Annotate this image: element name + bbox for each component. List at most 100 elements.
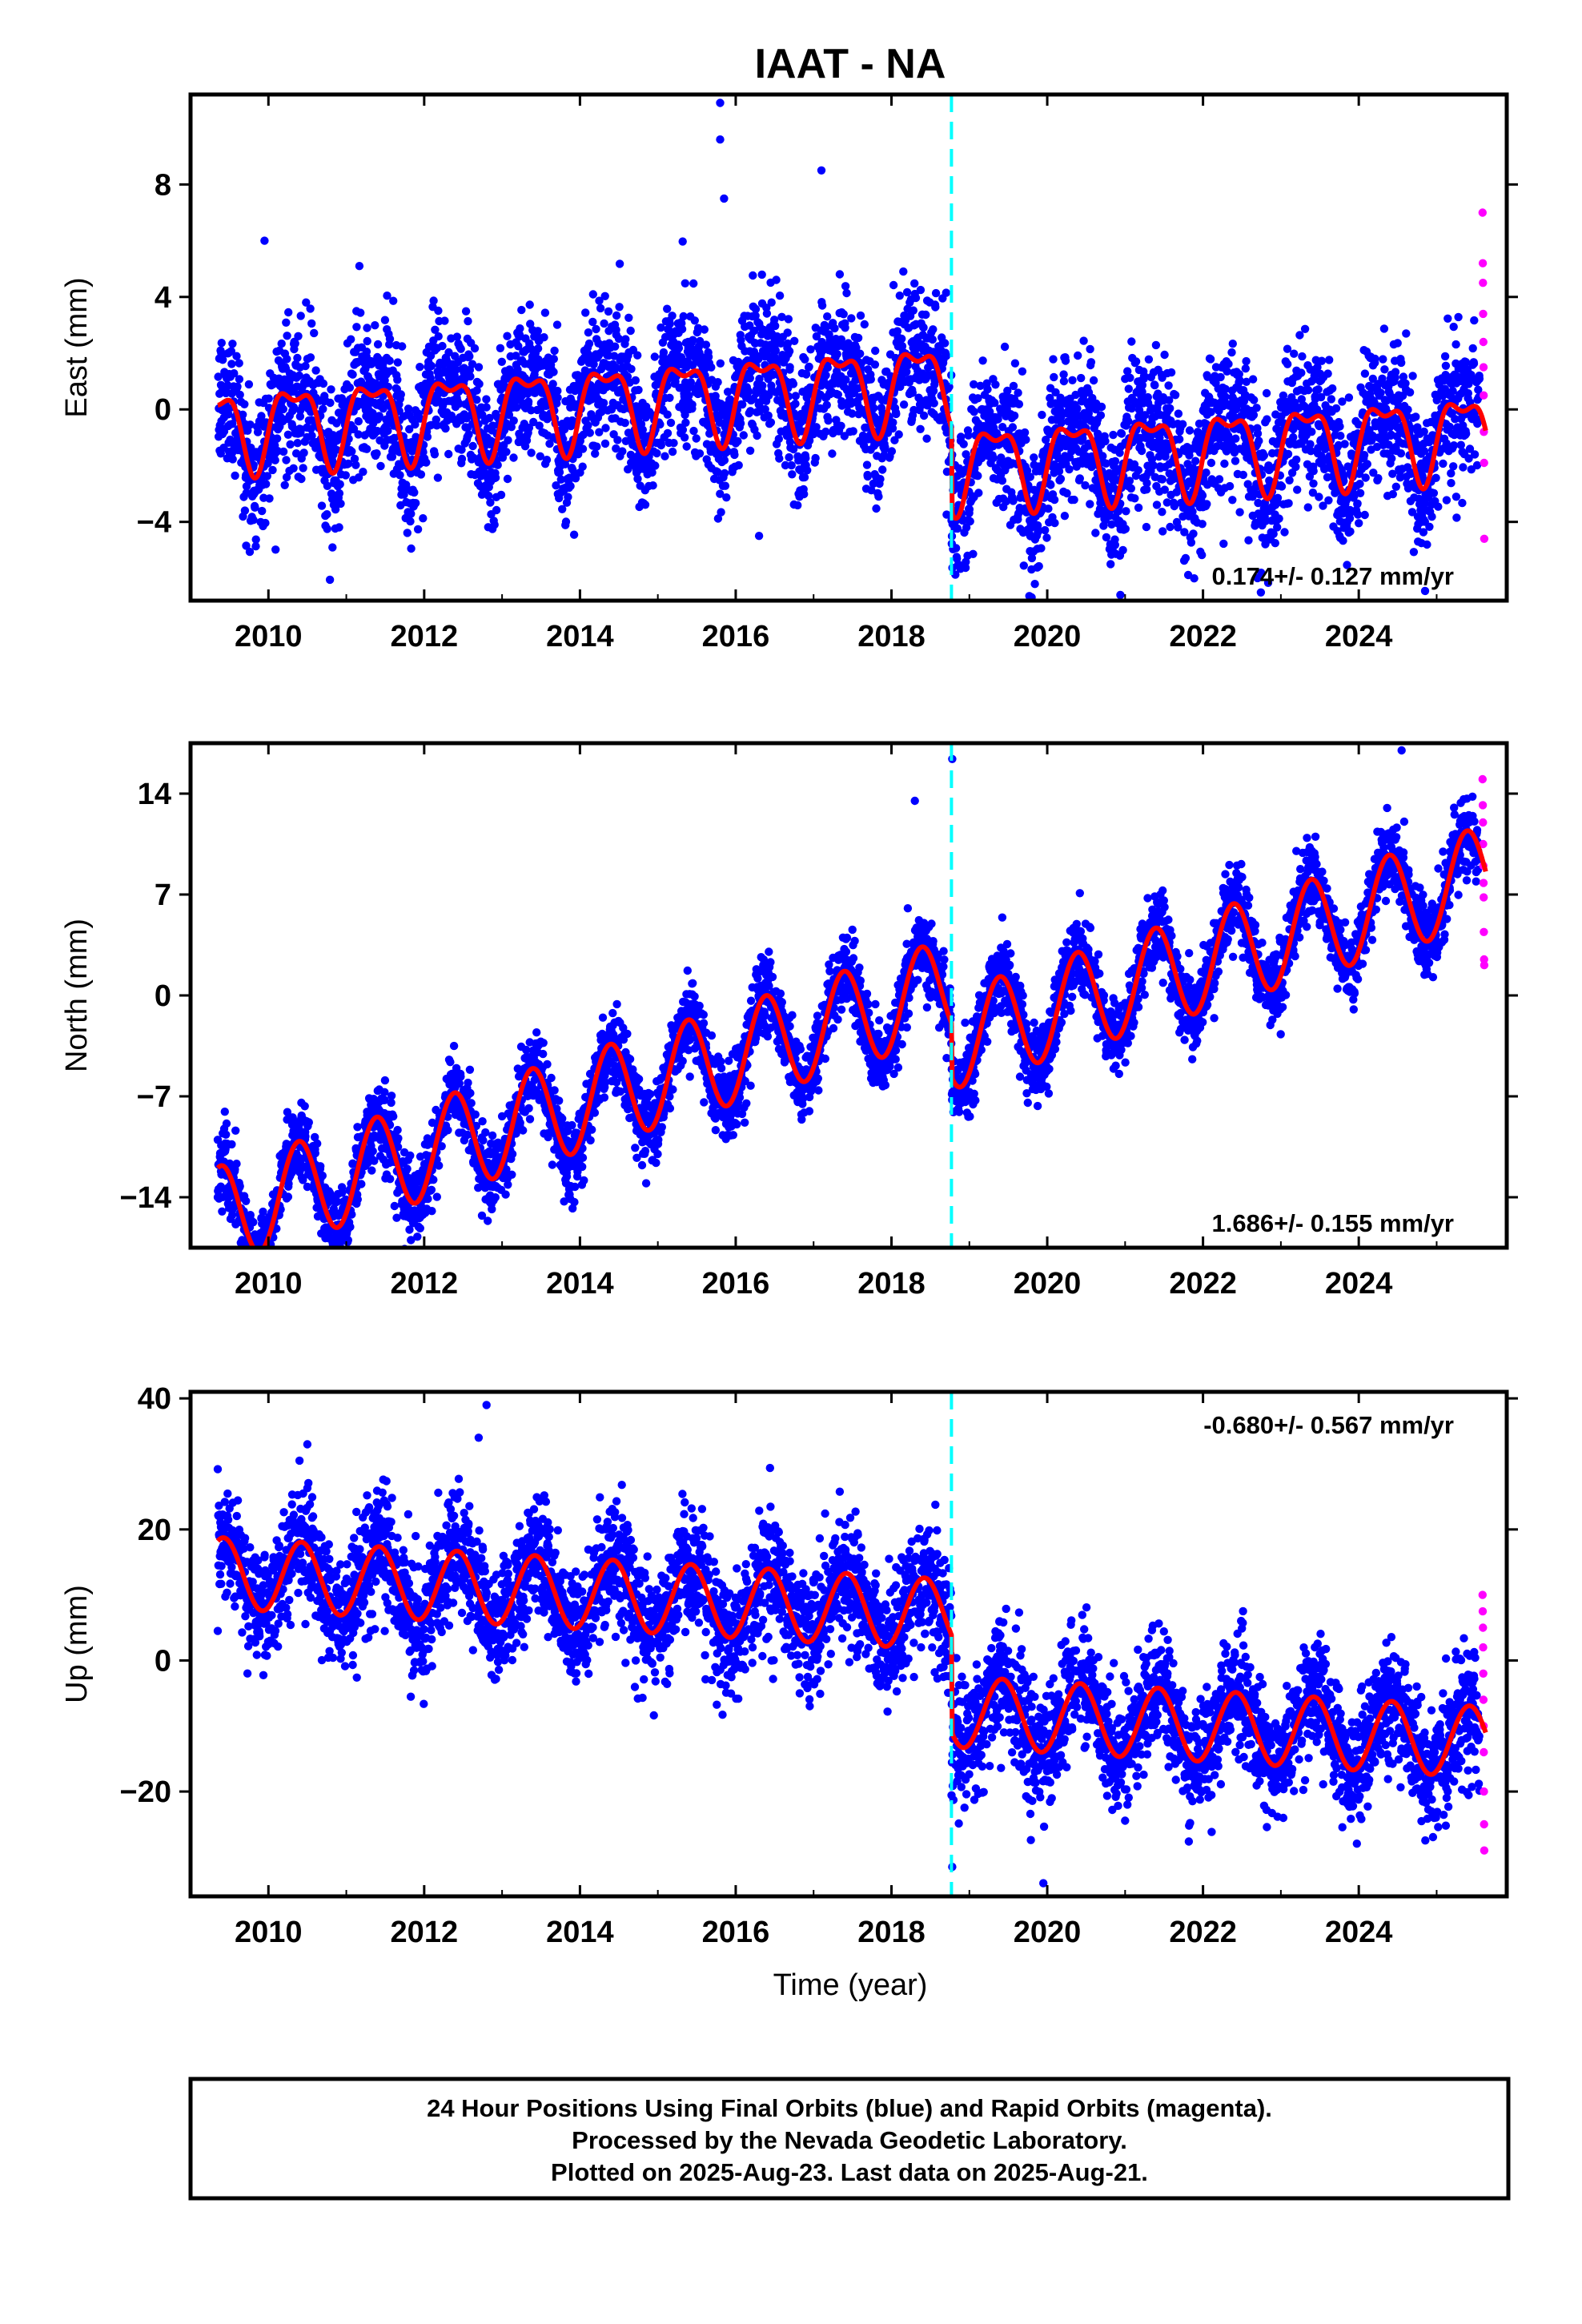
final-point [1065, 464, 1074, 474]
final-point [222, 1130, 231, 1140]
final-point [569, 530, 579, 539]
final-point [444, 348, 453, 357]
final-point [323, 525, 331, 533]
x-tick-label: 2010 [235, 620, 303, 653]
final-point [595, 428, 604, 436]
final-point [771, 321, 780, 331]
final-point [1106, 560, 1115, 569]
final-point [419, 448, 428, 456]
final-point [919, 411, 929, 420]
final-point [837, 421, 845, 430]
final-point [656, 440, 665, 450]
final-point [1360, 369, 1370, 378]
final-point [1198, 550, 1207, 560]
final-point [1363, 460, 1372, 468]
final-point [803, 466, 812, 475]
final-point [651, 461, 660, 470]
final-point [540, 308, 550, 317]
final-point [739, 431, 748, 440]
final-point [1275, 514, 1283, 523]
final-point [751, 304, 761, 314]
final-point [788, 470, 797, 479]
final-point [1110, 456, 1120, 466]
final-point [472, 396, 481, 404]
final-point [1122, 507, 1130, 516]
final-point [847, 314, 856, 323]
final-point [1170, 391, 1180, 400]
final-point [251, 503, 259, 512]
final-point [1431, 473, 1440, 482]
final-point [689, 426, 698, 436]
final-point [1134, 503, 1143, 513]
final-point [231, 1126, 240, 1136]
final-point [692, 434, 701, 443]
final-point [363, 336, 371, 346]
final-point [249, 516, 258, 525]
final-point [595, 296, 604, 305]
final-point [612, 444, 620, 453]
final-point [730, 450, 739, 460]
final-point [552, 481, 560, 490]
final-point [1271, 539, 1280, 548]
final-point [1178, 420, 1187, 428]
final-point [272, 434, 282, 443]
final-point [217, 339, 226, 348]
final-point [909, 306, 918, 315]
final-point [406, 517, 415, 526]
final-point [674, 344, 684, 352]
rapid-point [1480, 458, 1488, 468]
final-point [491, 473, 500, 482]
final-point [1018, 367, 1027, 376]
final-point [1323, 369, 1332, 378]
final-point [1462, 429, 1471, 438]
x-tick-label: 2022 [1169, 620, 1237, 653]
final-point [757, 270, 766, 279]
final-point [1110, 541, 1120, 549]
final-point [493, 460, 502, 469]
final-point [695, 449, 705, 458]
final-point [1073, 404, 1082, 413]
final-point [720, 468, 729, 478]
final-point [600, 292, 609, 300]
final-point [789, 380, 798, 388]
final-point [356, 308, 365, 317]
final-point [978, 356, 987, 365]
final-point [486, 498, 495, 507]
final-point [1443, 314, 1452, 323]
final-point [1371, 354, 1379, 364]
final-point [1452, 340, 1460, 349]
y-axis-title: East (mm) [60, 277, 94, 417]
final-point [1101, 436, 1110, 446]
final-point [824, 416, 833, 425]
final-point [669, 439, 678, 448]
final-point [438, 341, 447, 351]
final-point [1050, 372, 1058, 382]
final-point [1166, 404, 1174, 413]
final-point [457, 445, 466, 454]
final-point [612, 311, 621, 320]
final-point [311, 366, 320, 375]
final-point [931, 288, 941, 298]
final-point [1317, 356, 1327, 365]
final-point [1010, 359, 1020, 368]
final-point [1379, 355, 1387, 364]
final-point [1303, 503, 1313, 512]
final-point [745, 387, 753, 396]
final-point [232, 352, 241, 360]
final-point [1355, 489, 1365, 497]
final-point [983, 385, 992, 394]
final-point [1151, 340, 1161, 350]
final-point [347, 335, 355, 344]
final-point [319, 404, 327, 413]
final-point [1290, 349, 1299, 358]
final-point [1250, 396, 1259, 404]
final-point [524, 397, 533, 406]
final-point [363, 444, 371, 453]
final-point [592, 324, 600, 334]
final-point [965, 505, 974, 514]
final-point [372, 449, 381, 458]
final-point [549, 355, 558, 364]
final-point [626, 326, 635, 336]
final-point [1439, 459, 1447, 468]
final-point [233, 382, 242, 391]
